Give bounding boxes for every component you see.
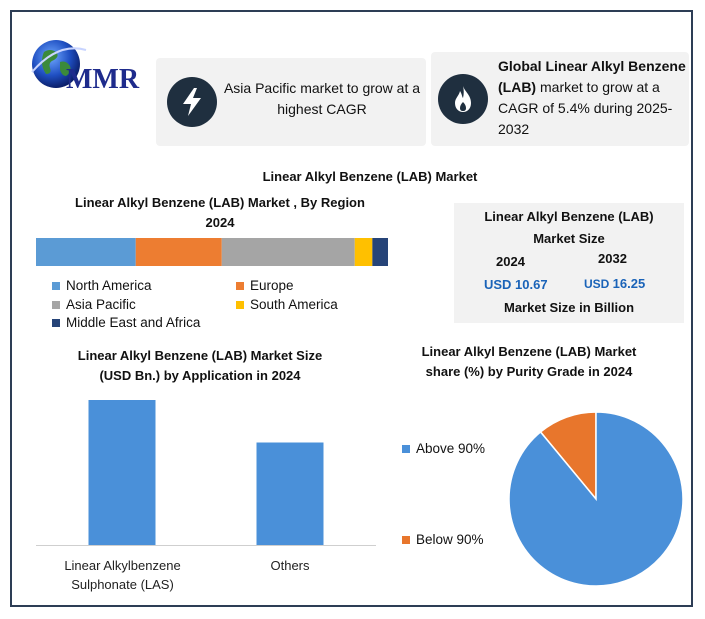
value-2032-prefix: USD bbox=[584, 277, 613, 291]
region-legend-north-america: North America bbox=[52, 278, 152, 293]
lightning-bolt-icon bbox=[167, 77, 217, 127]
year-2024: 2024 bbox=[496, 254, 525, 269]
region-legend-label: Middle East and Africa bbox=[66, 315, 201, 330]
application-bar-chart bbox=[36, 400, 376, 546]
highlight-card-global-cagr: Global Linear Alkyl Benzene (LAB) market… bbox=[431, 52, 689, 146]
global-cagr-text: Global Linear Alkyl Benzene (LAB) market… bbox=[498, 56, 688, 140]
global-cagr-rest: market to grow at a CAGR of 5.4% during … bbox=[498, 79, 673, 137]
region-stacked-bar bbox=[36, 238, 388, 266]
region-legend-label: South America bbox=[250, 297, 338, 312]
market-size-footer: Market Size in Billion bbox=[503, 300, 635, 315]
tick-others: Others bbox=[270, 558, 310, 573]
region-legend-swatch bbox=[236, 281, 244, 290]
market-size-box: Linear Alkyl Benzene (LAB) Market Size 2… bbox=[454, 203, 684, 323]
market-size-title-line1: Linear Alkyl Benzene (LAB) bbox=[484, 209, 654, 224]
mmr-logo: MMR bbox=[22, 34, 152, 106]
tick-las-line1: Linear Alkylbenzene bbox=[64, 558, 181, 573]
global-cagr-bold: Global Linear Alkyl Benzene (LAB) bbox=[498, 58, 686, 95]
tick-las-line2: Sulphonate (LAS) bbox=[71, 577, 174, 592]
bar-others bbox=[256, 442, 324, 545]
purity-pie-chart bbox=[508, 411, 684, 587]
region-segment-north-america bbox=[36, 238, 136, 266]
application-title-line2: (USD Bn.) by Application in 2024 bbox=[99, 368, 301, 383]
legend-above-90: Above 90% bbox=[402, 441, 485, 456]
tick-las: Linear Alkylbenzene Sulphonate (LAS) bbox=[50, 556, 195, 594]
globe-icon bbox=[31, 40, 87, 88]
region-segment-asia-pacific bbox=[221, 238, 355, 266]
legend-label-above-90: Above 90% bbox=[416, 441, 486, 456]
logo-text: MMR bbox=[66, 64, 140, 95]
region-title-line1: Linear Alkyl Benzene (LAB) Market , By R… bbox=[75, 195, 365, 210]
region-legend-label: Europe bbox=[250, 278, 294, 293]
region-legend-label: Asia Pacific bbox=[66, 297, 136, 312]
region-segment-europe bbox=[135, 238, 222, 266]
region-chart-title: Linear Alkyl Benzene (LAB) Market , By R… bbox=[40, 193, 400, 233]
application-title-line1: Linear Alkyl Benzene (LAB) Market Size bbox=[77, 348, 323, 363]
region-legend-swatch bbox=[52, 318, 60, 327]
region-legend-asia-pacific: Asia Pacific bbox=[52, 297, 136, 312]
region-segment-south-america bbox=[354, 238, 373, 266]
region-segment-middle-east-and-africa bbox=[372, 238, 388, 266]
main-title: Linear Alkyl Benzene (LAB) Market bbox=[262, 169, 478, 184]
region-legend-swatch bbox=[236, 300, 244, 309]
application-chart-title: Linear Alkyl Benzene (LAB) Market Size (… bbox=[40, 346, 360, 386]
region-legend-swatch bbox=[52, 300, 60, 309]
legend-swatch-below-90 bbox=[402, 535, 410, 544]
bar-las bbox=[88, 400, 156, 545]
highlight-card-asia-pacific: Asia Pacific market to grow at a highest… bbox=[156, 58, 426, 146]
region-legend-swatch bbox=[52, 281, 60, 290]
purity-title-line2: share (%) by Purity Grade in 2024 bbox=[425, 364, 633, 379]
value-2024: USD 10.67 bbox=[484, 277, 548, 292]
flame-icon bbox=[438, 74, 488, 124]
region-legend-south-america: South America bbox=[236, 297, 338, 312]
region-title-line2: 2024 bbox=[205, 215, 235, 230]
value-2032: USD 16.25 bbox=[584, 276, 645, 291]
infographic-frame bbox=[10, 10, 693, 607]
legend-label-below-90: Below 90% bbox=[416, 532, 484, 547]
pie-slice-above-90 bbox=[508, 411, 684, 587]
region-legend-middle-east-and-africa: Middle East and Africa bbox=[52, 315, 200, 330]
market-size-title-line2: Market Size bbox=[533, 231, 605, 246]
purity-chart-title: Linear Alkyl Benzene (LAB) Market share … bbox=[400, 342, 658, 382]
year-2032: 2032 bbox=[598, 251, 627, 266]
region-legend-europe: Europe bbox=[236, 278, 294, 293]
legend-swatch-above-90 bbox=[402, 444, 410, 453]
value-2032-number: 16.25 bbox=[612, 276, 646, 291]
asia-pacific-growth-text: Asia Pacific market to grow at a highest… bbox=[223, 80, 421, 117]
legend-below-90: Below 90% bbox=[402, 532, 484, 547]
purity-title-line1: Linear Alkyl Benzene (LAB) Market bbox=[421, 344, 637, 359]
region-legend-label: North America bbox=[66, 278, 152, 293]
